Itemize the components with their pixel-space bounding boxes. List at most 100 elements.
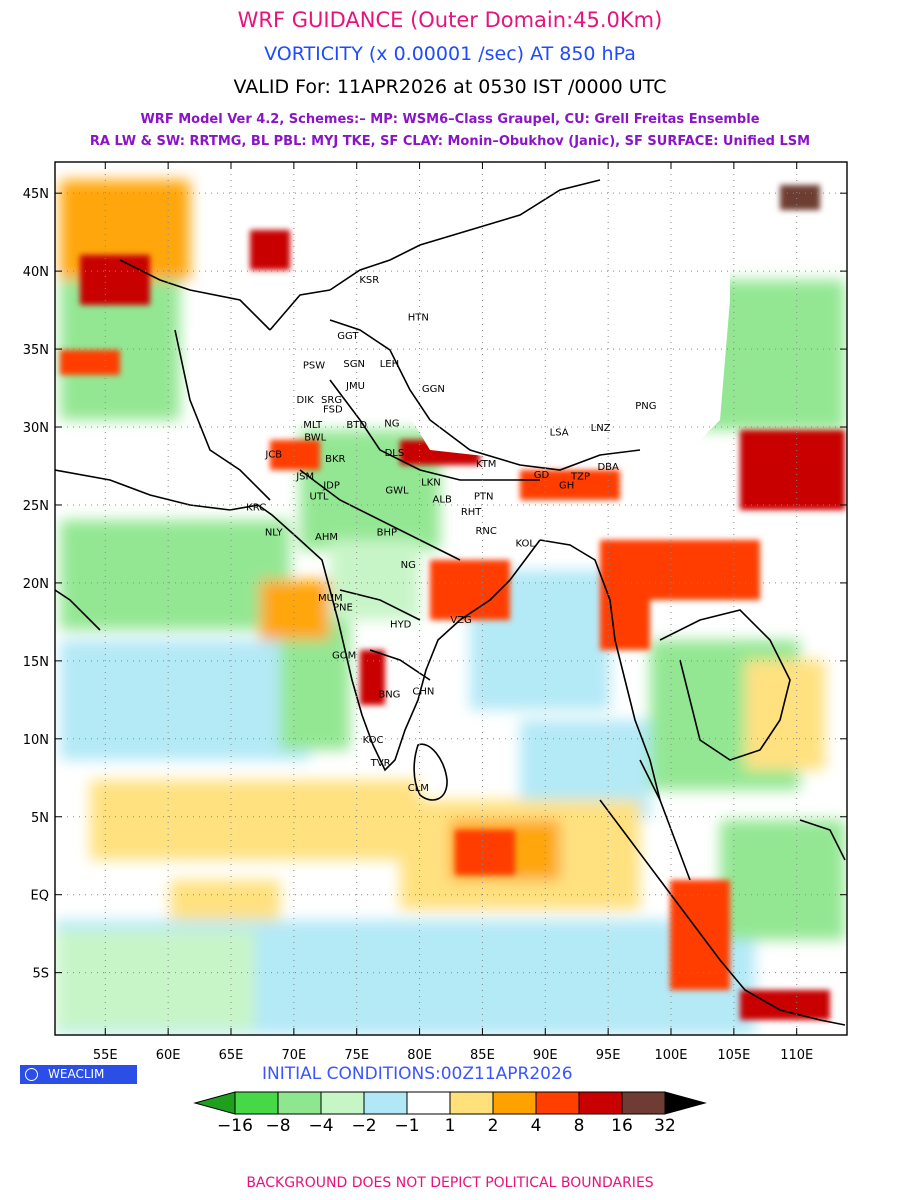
colorbar-level-label: −8	[265, 1116, 291, 1136]
colorbar-level-label: −1	[394, 1116, 420, 1136]
city-label-srg: SRG	[321, 395, 342, 406]
lat-tick-label: EQ	[31, 889, 49, 904]
city-label-pne: PNE	[333, 602, 353, 613]
colorbar-bin	[621, 1091, 666, 1115]
colorbar-level-label: 8	[573, 1116, 585, 1136]
city-label-bkr: BKR	[325, 454, 345, 465]
lat-tick-label: 5N	[31, 811, 49, 826]
colorbar-level-label: −16	[217, 1116, 253, 1136]
city-label-dls: DLS	[385, 448, 405, 459]
coastlines	[55, 179, 846, 1026]
city-label-krc: KRC	[246, 503, 266, 514]
city-label-dba: DBA	[597, 462, 619, 473]
city-label-fsd: FSD	[323, 404, 343, 415]
colorbar-level-label: −4	[308, 1116, 334, 1136]
city-label-lkn: LKN	[421, 478, 441, 489]
city-label-ng: NG	[401, 560, 416, 571]
city-label-utl: UTL	[310, 492, 329, 503]
city-label-psw: PSW	[303, 361, 325, 372]
city-label-gh: GH	[559, 481, 574, 492]
lon-tick-label: 70E	[281, 1048, 306, 1063]
city-label-tzp: TZP	[570, 471, 590, 482]
graticule	[55, 162, 847, 1035]
colorbar-level-label: 32	[654, 1116, 676, 1136]
city-label-jsm: JSM	[295, 471, 314, 482]
city-label-gwl: GWL	[385, 485, 409, 496]
city-label-dik: DIK	[297, 395, 315, 406]
city-label-lsa: LSA	[550, 428, 569, 439]
initial-conditions: INITIAL CONDITIONS:00Z11APR2026	[262, 1064, 573, 1084]
colorbar-bin	[406, 1091, 451, 1115]
city-label-jcb: JCB	[264, 450, 282, 461]
lon-tick-label: 90E	[533, 1048, 558, 1063]
colorbar-level-label: 1	[444, 1116, 456, 1136]
city-label-alb: ALB	[433, 495, 452, 506]
city-label-chn: CHN	[412, 686, 434, 697]
lat-tick-label: 20N	[23, 577, 49, 592]
city-label-btd: BTD	[346, 420, 367, 431]
city-label-mlt: MLT	[303, 420, 323, 431]
lat-tick-label: 30N	[23, 421, 49, 436]
lon-tick-label: 85E	[470, 1048, 495, 1063]
city-label-bng: BNG	[378, 690, 400, 701]
copyright-icon	[25, 1068, 38, 1081]
colorbar-bin	[449, 1091, 494, 1115]
city-label-mum: MUM	[318, 593, 343, 604]
colorbar-max-triangle	[664, 1091, 707, 1115]
lat-tick-label: 25N	[23, 499, 49, 514]
city-label-bhp: BHP	[377, 527, 397, 538]
city-label-clm: CLM	[408, 783, 429, 794]
city-label-rnc: RNC	[475, 526, 496, 537]
lat-tick-label: 45N	[23, 187, 49, 202]
latitude-axis: 45N 40N 35N 30N 25N 20N 15N 10N 5N EQ 5S	[23, 187, 847, 982]
lon-tick-label: 105E	[717, 1048, 750, 1063]
lon-tick-label: 100E	[654, 1048, 687, 1063]
lat-tick-label: 40N	[23, 265, 49, 280]
colorbar-level-label: 2	[487, 1116, 499, 1136]
colorbar-min-triangle	[193, 1091, 236, 1115]
lon-tick-label: 110E	[780, 1048, 813, 1063]
city-label-kol: KOL	[515, 538, 535, 549]
map-frame	[54, 161, 848, 1036]
colorbar-bin	[535, 1091, 580, 1115]
city-label-png: PNG	[635, 401, 656, 412]
colorbar-level-label: −2	[351, 1116, 377, 1136]
colorbar-bin	[320, 1091, 365, 1115]
model-info-line-1: WRF Model Ver 4.2, Schemes:– MP: WSM6–Cl…	[140, 112, 760, 127]
city-label-ksr: KSR	[359, 275, 379, 286]
lat-tick-label: 35N	[23, 343, 49, 358]
city-label-rht: RHT	[461, 507, 482, 518]
colorbar-level-label: 16	[611, 1116, 633, 1136]
colorbar-bin	[234, 1091, 279, 1115]
colorbar-level-label: 4	[530, 1116, 542, 1136]
vorticity-field	[55, 162, 847, 1035]
city-label-leh: LEH	[380, 359, 399, 370]
city-label-tvr: TVR	[370, 758, 391, 769]
city-label-jmu: JMU	[345, 381, 365, 392]
lon-tick-label: 60E	[156, 1048, 181, 1063]
city-label-ggt: GGT	[337, 331, 359, 342]
footer-note: BACKGROUND DOES NOT DEPICT POLITICAL BOU…	[246, 1175, 654, 1191]
lon-tick-label: 65E	[219, 1048, 244, 1063]
model-info-line-2: RA LW & SW: RRTMG, BL PBL: MYJ TKE, SF C…	[89, 134, 811, 149]
city-label-ggn: GGN	[422, 384, 445, 395]
lon-tick-label: 95E	[596, 1048, 621, 1063]
city-label-ktm: KTM	[476, 459, 497, 470]
city-label-htn: HTN	[408, 312, 429, 323]
city-label-koc: KOC	[363, 735, 384, 746]
valid-time: VALID For: 11APR2026 at 0530 IST /0000 U…	[233, 76, 667, 98]
city-label-sgn: SGN	[343, 359, 365, 370]
colorbar-bin	[578, 1091, 623, 1115]
weaclim-logo: WEACLIM	[20, 1065, 137, 1084]
chart-title: WRF GUIDANCE (Outer Domain:45.0Km)	[237, 8, 663, 32]
city-label-ahm: AHM	[315, 532, 338, 543]
lat-tick-label: 10N	[23, 733, 49, 748]
colorbar-bin	[492, 1091, 537, 1115]
city-label-lnz: LNZ	[591, 423, 611, 434]
city-label-jdp: JDP	[322, 481, 340, 492]
lat-tick-label: 15N	[23, 655, 49, 670]
field-title: VORTICITY (x 0.00001 /sec) AT 850 hPa	[264, 43, 636, 65]
city-label-gom: GOM	[332, 651, 356, 662]
city-label-nly: NLY	[265, 527, 284, 538]
